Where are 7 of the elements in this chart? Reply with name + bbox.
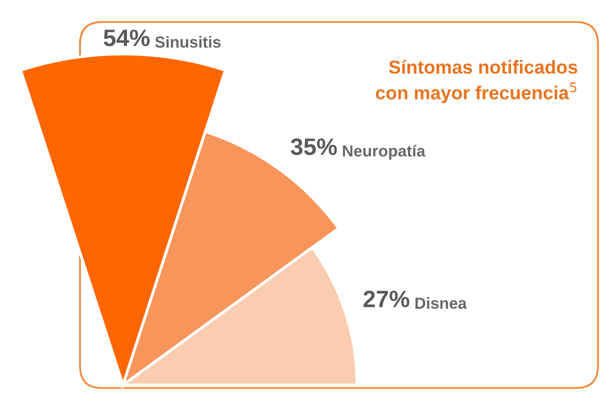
data-label: 35% bbox=[290, 138, 337, 156]
data-label: 54% bbox=[104, 30, 150, 46]
category-label: Neuropatía bbox=[342, 144, 426, 160]
data-label: 27% bbox=[364, 290, 410, 308]
category-label: Disnea bbox=[415, 297, 467, 309]
category-label: Sinusitis bbox=[155, 36, 221, 48]
text: Síntomas notificados con mayor frecuencia$^{5}$ bbox=[376, 60, 578, 104]
